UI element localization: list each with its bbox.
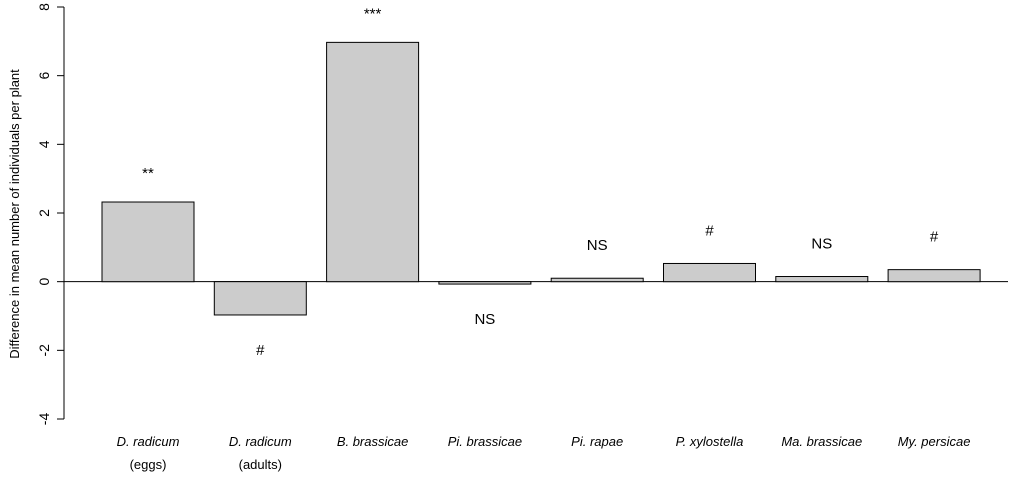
category-label: Ma. brassicae (781, 434, 862, 449)
x-category-labels: D. radicum (eggs) D. radicum (adults) B. bra… (117, 434, 971, 472)
bar (213, 281, 307, 316)
category-label: D. radicum (229, 434, 292, 449)
category-label: D. radicum (117, 434, 180, 449)
significance-label: NS (811, 236, 832, 253)
y-tick-label: 8 (36, 3, 52, 11)
category-sublabel: (eggs) (130, 457, 167, 472)
significance-label: # (705, 222, 714, 239)
bar (326, 41, 420, 283)
y-tick-label: 0 (36, 278, 52, 286)
bar (438, 281, 532, 285)
significance-label: ** (142, 165, 154, 182)
significance-label: NS (587, 237, 608, 254)
bar (775, 276, 869, 283)
y-tick-label: 2 (36, 209, 52, 217)
significance-label: # (930, 229, 939, 246)
category-label: P. xylostella (676, 434, 744, 449)
significance-annotations: ** # *** NS NS # NS # (142, 5, 939, 359)
significance-label: *** (364, 5, 382, 22)
y-tick-label: 4 (36, 140, 52, 148)
bar (101, 201, 195, 283)
significance-label: NS (474, 311, 495, 328)
bars (101, 41, 981, 316)
category-label: Pi. brassicae (448, 434, 522, 449)
y-tick-label: 6 (36, 72, 52, 80)
bar (550, 277, 644, 283)
bar (663, 262, 756, 283)
category-label: Pi. rapae (571, 434, 623, 449)
significance-label: # (256, 342, 265, 359)
y-axis-label: Difference in mean number of individuals… (7, 69, 22, 359)
y-tick-label: -4 (36, 413, 52, 426)
category-label: My. persicae (898, 434, 971, 449)
bar (887, 269, 981, 283)
y-tick-label: -2 (36, 344, 52, 357)
category-sublabel: (adults) (239, 457, 282, 472)
category-label: B. brassicae (337, 434, 409, 449)
